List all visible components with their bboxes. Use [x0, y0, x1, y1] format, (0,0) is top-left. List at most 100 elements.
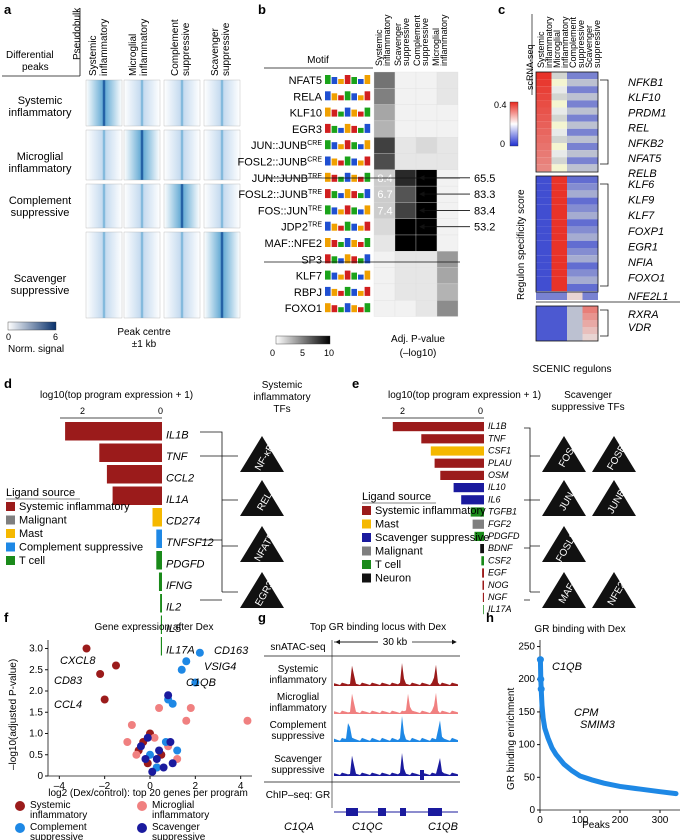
c-heat-cell: [567, 107, 583, 115]
g-exon: [428, 808, 442, 816]
motif-logo-glyph: [331, 240, 338, 247]
c-heat-cell: [582, 72, 598, 80]
motif-logo-glyph: [325, 107, 331, 117]
c-heat-cell: [567, 143, 583, 151]
g-gene-label: C1QB: [428, 821, 458, 833]
motif-logo-glyph: [344, 189, 351, 199]
legend-swatch: [6, 502, 15, 511]
f-legend-label: Microglial: [152, 800, 194, 811]
ligand-label: IL6: [488, 494, 501, 504]
ligand-label: PLAU: [488, 458, 512, 468]
b-heat-cell: [373, 267, 396, 285]
regulon-gene: KLF10: [628, 92, 661, 104]
g-track-signal: [334, 692, 458, 714]
a-heatmap-block: [123, 231, 161, 319]
ligand-bar: [482, 592, 484, 602]
panel-f: f Gene expression after Dex –log10(adjus…: [4, 610, 252, 840]
peaks-header: peaks: [22, 62, 49, 73]
scenic-label: SCENIC regulons: [533, 364, 612, 375]
b-heat-cell: [436, 300, 459, 317]
c-heat-cell: [567, 255, 583, 263]
b-heat-cell: [436, 153, 459, 170]
motif-logo-glyph: [325, 303, 331, 313]
g-track-label: suppressive: [271, 731, 325, 742]
c-heat-cell: [536, 143, 552, 151]
legend-item: Neuron: [375, 573, 411, 585]
panel-d-label: d: [4, 376, 12, 391]
c-heat-cell: [582, 197, 598, 205]
ligand-label: IL17A: [166, 645, 195, 657]
c-heat-cell: [536, 190, 552, 198]
c-heat-cell: [582, 176, 598, 184]
tf-triangle: [542, 480, 586, 516]
panel-g-label: g: [258, 610, 266, 625]
motif-logo-glyph: [338, 95, 344, 101]
motif-logo-glyph: [344, 156, 351, 166]
c-heat-cell: [551, 306, 567, 313]
c-heat-cell: [567, 233, 583, 241]
f-y-tick-label: 1.0: [29, 729, 43, 740]
c-heat-cell: [536, 79, 552, 87]
tf-triangle: [542, 436, 586, 472]
motif-logo-glyph: [364, 270, 371, 280]
f-point: [243, 716, 252, 725]
b-heat-cell: [394, 202, 417, 219]
c-heat-cell: [582, 233, 598, 241]
c-heat-cell: [536, 100, 552, 108]
motif-superscript: TRE: [308, 173, 322, 180]
f-xlabel: log2 (Dex/control): top 20 genes per pro…: [48, 788, 248, 799]
motif-header: Motif: [307, 55, 329, 66]
motif-logo-glyph: [338, 307, 344, 313]
f-point: [182, 716, 191, 725]
a-heatmap-block: [85, 79, 123, 127]
ligand-label: OSM: [488, 470, 509, 480]
c-heat-cell: [551, 320, 567, 327]
b-heat-cell: [373, 71, 396, 89]
b-heat-cell: [394, 88, 417, 105]
c-heat-cell: [567, 276, 583, 284]
legend-item: Systemic inflammatory: [375, 505, 486, 517]
c-heat-cell: [536, 306, 552, 313]
c-heat-cell: [567, 313, 583, 320]
legend-item: Malignant: [19, 515, 67, 527]
c-heat-cell: [536, 233, 552, 241]
ligand-bar: [160, 594, 162, 613]
regulon-gene: KLF7: [628, 210, 655, 222]
regulon-gene: KLF6: [628, 179, 655, 191]
motif-logo-glyph: [358, 274, 364, 280]
legend-item: Complement suppressive: [19, 542, 143, 554]
a-column-header: inflammatory: [99, 19, 110, 76]
ligand-bar: [421, 434, 484, 444]
c-heat-cell: [567, 327, 583, 334]
c-heat-cell: [582, 255, 598, 263]
pvalue-scale-min: 0: [270, 348, 275, 358]
c-heat-cell: [582, 292, 598, 300]
f-legend-dot: [15, 801, 25, 811]
motif-logo-glyph: [338, 274, 344, 280]
tf-triangle: [542, 526, 586, 562]
c-heat-cell: [536, 204, 552, 212]
c-column-header: inflammatory: [544, 16, 554, 68]
a-row-label: inflammatory: [9, 163, 72, 175]
motif-logo-glyph: [358, 209, 364, 215]
motif-logo-glyph: [331, 77, 338, 84]
c-column-header: Scavenger: [584, 25, 594, 68]
c-block-border: [535, 71, 599, 173]
ligand-label: IL1B: [166, 430, 189, 442]
f-point: [136, 742, 145, 751]
f-gene-label: CD83: [54, 675, 83, 687]
motif-logo-glyph: [325, 238, 331, 247]
peak-centre-label: Peak centre: [117, 327, 171, 338]
f-x-tick-label: –4: [54, 781, 66, 792]
motif-logo-glyph: [358, 242, 364, 247]
motif-logo-glyph: [351, 77, 357, 84]
f-point: [150, 733, 159, 742]
c-heat-cell: [536, 219, 552, 227]
b-heat-cell: [415, 234, 438, 252]
legend-item: Systemic inflammatory: [19, 501, 130, 513]
regulon-gene: VDR: [628, 322, 651, 334]
tf-triangle: [240, 526, 284, 562]
b-cell-value: 8.4: [377, 173, 392, 185]
c-heat-cell: [567, 93, 583, 101]
b-heat-cell: [415, 104, 438, 122]
